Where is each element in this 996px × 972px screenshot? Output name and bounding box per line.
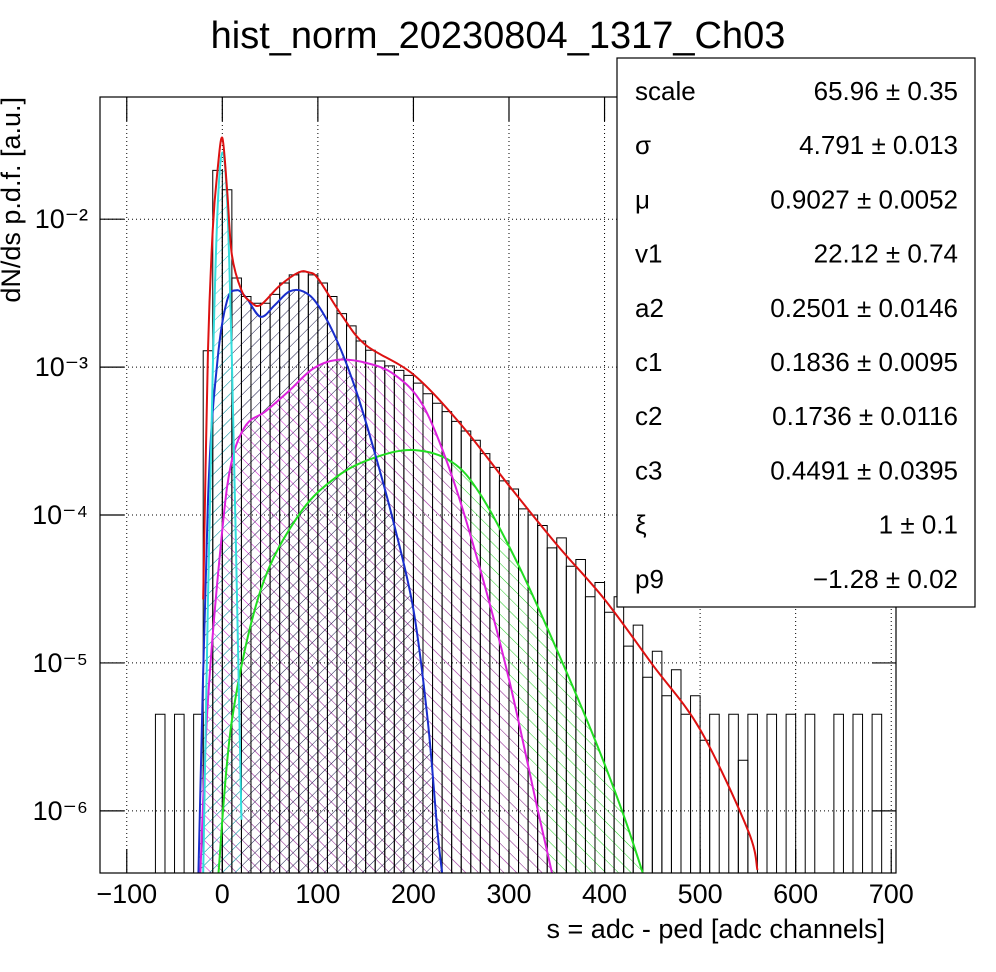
stat-name: v1 [635, 239, 662, 269]
area-fill [198, 289, 443, 873]
x-tick-label: 100 [295, 879, 340, 909]
histogram-bin [852, 713, 864, 873]
x-tick-label: −100 [96, 879, 157, 909]
y-tick-label: 10⁻⁶ [33, 796, 88, 826]
histogram-bin [833, 713, 844, 873]
stat-value: 65.96 ± 0.35 [814, 76, 958, 106]
fit-curve [202, 136, 759, 871]
histogram-bin [747, 713, 758, 873]
stat-name: scale [635, 76, 696, 106]
stat-name: σ [635, 130, 651, 160]
fit-curve [217, 448, 644, 873]
stat-value: −1.28 ± 0.02 [813, 564, 958, 594]
stat-name: c2 [635, 401, 662, 431]
histogram-bin [154, 713, 166, 873]
stat-name: μ [635, 184, 650, 214]
x-tick-label: 400 [582, 879, 627, 909]
fit-curve [199, 358, 553, 873]
stat-name: ξ [635, 510, 647, 540]
histogram-bin [709, 713, 720, 873]
chart-title: hist_norm_20230804_1317_Ch03 [211, 15, 786, 57]
histogram-bin [766, 713, 778, 873]
x-tick-label: 700 [869, 879, 914, 909]
y-axis-label: dN/ds p.d.f. [a.u.] [0, 97, 26, 303]
x-tick-label: 500 [678, 879, 723, 909]
histogram-bin [785, 713, 797, 873]
x-axis-label: s = adc - ped [adc channels] [547, 914, 885, 944]
stat-value: 1 ± 0.1 [879, 510, 958, 540]
x-tick-label: 200 [391, 879, 436, 909]
x-tick-label: 300 [486, 879, 531, 909]
histogram-bin [804, 713, 816, 873]
y-tick-label: 10⁻⁴ [32, 500, 88, 530]
stat-value: 0.2501 ± 0.0146 [770, 293, 958, 323]
x-tick-label: 600 [773, 879, 818, 909]
y-tick-label: 10⁻² [35, 204, 88, 234]
fit-curve [202, 151, 243, 873]
y-tick-label: 10⁻⁵ [33, 648, 88, 678]
stats-box: scale 65.96 ± 0.35 σ 4.791 ± 0.013 μ 0.9027 ±… [616, 57, 976, 608]
stat-value: 0.1836 ± 0.0095 [770, 347, 958, 377]
histogram-bin [174, 713, 185, 873]
stat-value: 0.1736 ± 0.0116 [772, 401, 958, 431]
stat-name: a2 [635, 293, 664, 323]
stat-value: 22.12 ± 0.74 [814, 239, 958, 269]
stat-value: 4.791 ± 0.013 [799, 130, 958, 160]
stat-name: c1 [635, 347, 662, 377]
stat-value: 0.4491 ± 0.0395 [770, 455, 958, 485]
stat-name: c3 [635, 455, 662, 485]
stats-frame [616, 57, 976, 608]
stat-value: 0.9027 ± 0.0052 [770, 184, 958, 214]
x-tick-label: 0 [215, 879, 230, 909]
axes: −100 0 100 200 300 400 500 600 700 10⁻⁶ 10⁻⁵ 10⁻⁴ 10… [32, 97, 914, 909]
histogram-bin [871, 713, 883, 873]
fit-curve [197, 288, 444, 873]
y-tick-label: 10⁻³ [35, 352, 88, 382]
stat-name: p9 [635, 564, 664, 594]
